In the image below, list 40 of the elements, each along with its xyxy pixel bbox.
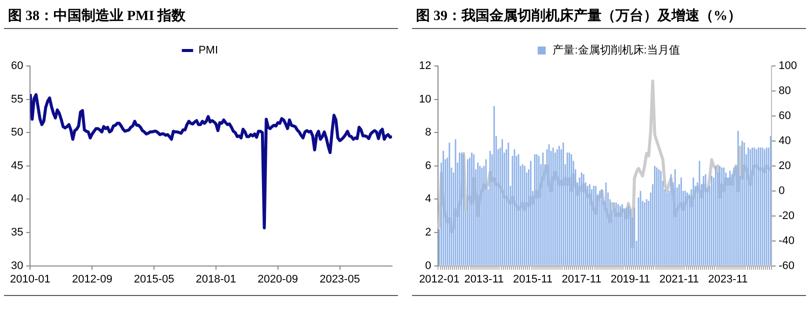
x-tick-label: 2017-11	[562, 273, 602, 286]
y-tick-label: 0	[425, 260, 432, 272]
y2-tick-label: 80	[778, 85, 791, 98]
legend-label: 产量:金属切削机床:当月值	[552, 44, 680, 57]
legend-label: PMI	[198, 44, 218, 57]
y-tick-label: 45	[10, 160, 24, 172]
y-tick-label: 12	[418, 60, 432, 72]
y-tick-label: 35	[10, 226, 24, 239]
y-tick-label: 8	[425, 126, 432, 139]
x-tick-label: 2021-11	[659, 273, 699, 286]
x-tick-label: 2019-11	[610, 273, 650, 286]
chart-title: 图 39：我国金属切削机床产量（万台）及增速（%）	[412, 6, 806, 29]
y-tick-label: 50	[10, 126, 24, 139]
y-tick-label: 6	[425, 160, 432, 172]
y-tick-label: 40	[10, 193, 24, 206]
chart-title: 图 38：中国制造业 PMI 指数	[4, 6, 398, 29]
y-tick-label: 60	[10, 60, 24, 72]
y2-tick-label: -40	[778, 234, 795, 247]
x-tick-label: 2012-09	[72, 273, 112, 286]
x-tick-label: 2015-05	[134, 273, 174, 286]
x-tick-label: 2012-01	[419, 273, 460, 286]
y2-tick-label: 100	[778, 60, 798, 72]
x-tick-label: 2018-01	[196, 273, 236, 286]
y2-tick-label: 60	[778, 110, 791, 122]
x-tick-label: 2020-09	[258, 273, 298, 286]
y2-tick-label: -60	[778, 260, 795, 272]
y2-tick-label: 40	[778, 134, 791, 147]
y2-tick-label: 0	[778, 184, 785, 197]
y2-tick-label: -20	[778, 210, 795, 222]
y-tick-label: 2	[425, 226, 432, 239]
x-tick-label: 2015-11	[512, 273, 553, 286]
y-tick-label: 10	[418, 93, 432, 106]
y2-tick-label: 20	[778, 160, 791, 172]
x-tick-label: 2023-11	[708, 273, 748, 286]
x-tick-label: 2023-05	[320, 273, 360, 286]
x-tick-label: 2013-11	[464, 273, 504, 286]
y-tick-label: 30	[10, 260, 24, 272]
x-tick-label: 2010-01	[10, 273, 50, 286]
y-tick-label: 55	[10, 93, 24, 106]
y-tick-label: 4	[425, 193, 432, 206]
